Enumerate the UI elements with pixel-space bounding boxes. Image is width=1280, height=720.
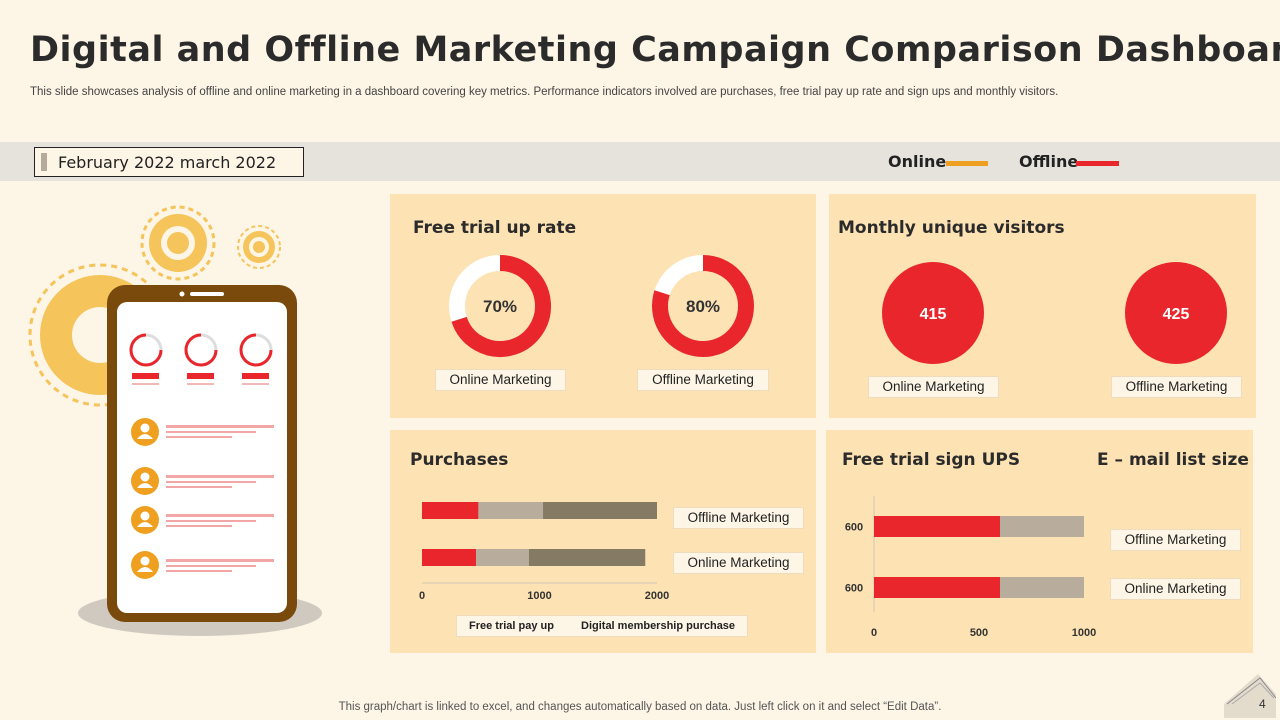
visitors-offline-label: Offline Marketing [1111, 376, 1242, 398]
signups-online-label: Online Marketing [1110, 578, 1241, 600]
legend-online-label: Online [888, 152, 947, 171]
bar-segment [874, 577, 1000, 598]
legend-offline-label: Offline [1019, 152, 1079, 171]
x-tick-label: 1000 [527, 590, 551, 602]
purchases-title: Purchases [410, 450, 509, 470]
gear-small-icon [237, 225, 281, 269]
page-number-badge: 4 [1224, 674, 1276, 718]
bar-segment [543, 502, 657, 519]
x-tick-label: 500 [970, 627, 988, 639]
email-title: E – mail list size [1097, 450, 1249, 470]
bar-segment [478, 502, 544, 519]
signups-offline-label: Offline Marketing [1110, 529, 1241, 551]
donut-online: 70% [449, 255, 551, 357]
purchases-legend-free-trial: Free trial pay up [469, 620, 554, 632]
period-box: February 2022 march 2022 [34, 147, 304, 177]
gear-medium-icon [140, 205, 216, 281]
purchases-legend-digital: Digital membership purchase [581, 620, 736, 632]
user-icon [131, 418, 274, 446]
bar-segment [422, 502, 479, 519]
bar-segment [1000, 516, 1084, 537]
purchases-legend: Free trial pay up Digital membership pur… [456, 615, 748, 637]
free-trial-online-label: Online Marketing [435, 369, 566, 391]
phone-illustration [28, 205, 322, 636]
donut-value-label: 80% [686, 297, 720, 316]
footer-note: This graph/chart is linked to excel, and… [338, 701, 942, 713]
y-tick-label: 600 [845, 522, 863, 534]
bar-segment [476, 549, 529, 566]
user-icon [131, 551, 274, 579]
period-marker [41, 153, 47, 171]
donut-arc [652, 255, 754, 357]
bar-segment [1000, 577, 1084, 598]
visitors-circle-offline [1125, 262, 1227, 364]
donut-offline: 80% [652, 255, 754, 357]
phone-user-list [131, 418, 274, 579]
visitors-online-label: Online Marketing [868, 376, 999, 398]
user-icon [131, 506, 274, 534]
purchases-chart[interactable]: 0 1000 2000 [390, 430, 816, 653]
page-subtitle: This slide showcases analysis of offline… [30, 86, 1059, 98]
signups-title: Free trial sign UPS [842, 450, 1021, 470]
free-trial-title: Free trial up rate [413, 218, 577, 238]
visitors-title: Monthly unique visitors [838, 218, 1065, 238]
free-trial-donuts[interactable]: 70% 80% [390, 194, 816, 418]
x-tick-label: 0 [871, 627, 877, 639]
visitors-value-label: 425 [1163, 306, 1190, 323]
purchases-offline-label: Offline Marketing [673, 507, 804, 529]
period-label: February 2022 march 2022 [58, 153, 277, 172]
visitors-value-label: 415 [920, 306, 947, 323]
donut-value-label: 70% [483, 297, 517, 316]
free-trial-offline-label: Offline Marketing [637, 369, 769, 391]
page-title: Digital and Offline Marketing Campaign C… [30, 30, 1280, 70]
phone-mini-charts [129, 333, 273, 385]
bar-segment [874, 516, 1000, 537]
x-tick-label: 1000 [1072, 627, 1096, 639]
bar-segment [422, 549, 477, 566]
x-tick-label: 2000 [645, 590, 669, 602]
purchases-online-label: Online Marketing [673, 552, 804, 574]
phone-screen [117, 302, 287, 613]
legend-offline-swatch [1076, 161, 1119, 166]
legend-online-swatch [946, 161, 988, 166]
donut-arc [451, 255, 551, 357]
x-tick-label: 0 [419, 590, 425, 602]
visitors-circle-online [882, 262, 984, 364]
page-number: 4 [1259, 697, 1266, 711]
visitors-chart[interactable]: 415 425 [829, 194, 1256, 418]
user-icon [131, 467, 274, 495]
signups-chart[interactable]: 600 600 0 500 1000 [826, 430, 1253, 653]
y-tick-label: 600 [845, 583, 863, 595]
bar-segment [528, 549, 646, 566]
